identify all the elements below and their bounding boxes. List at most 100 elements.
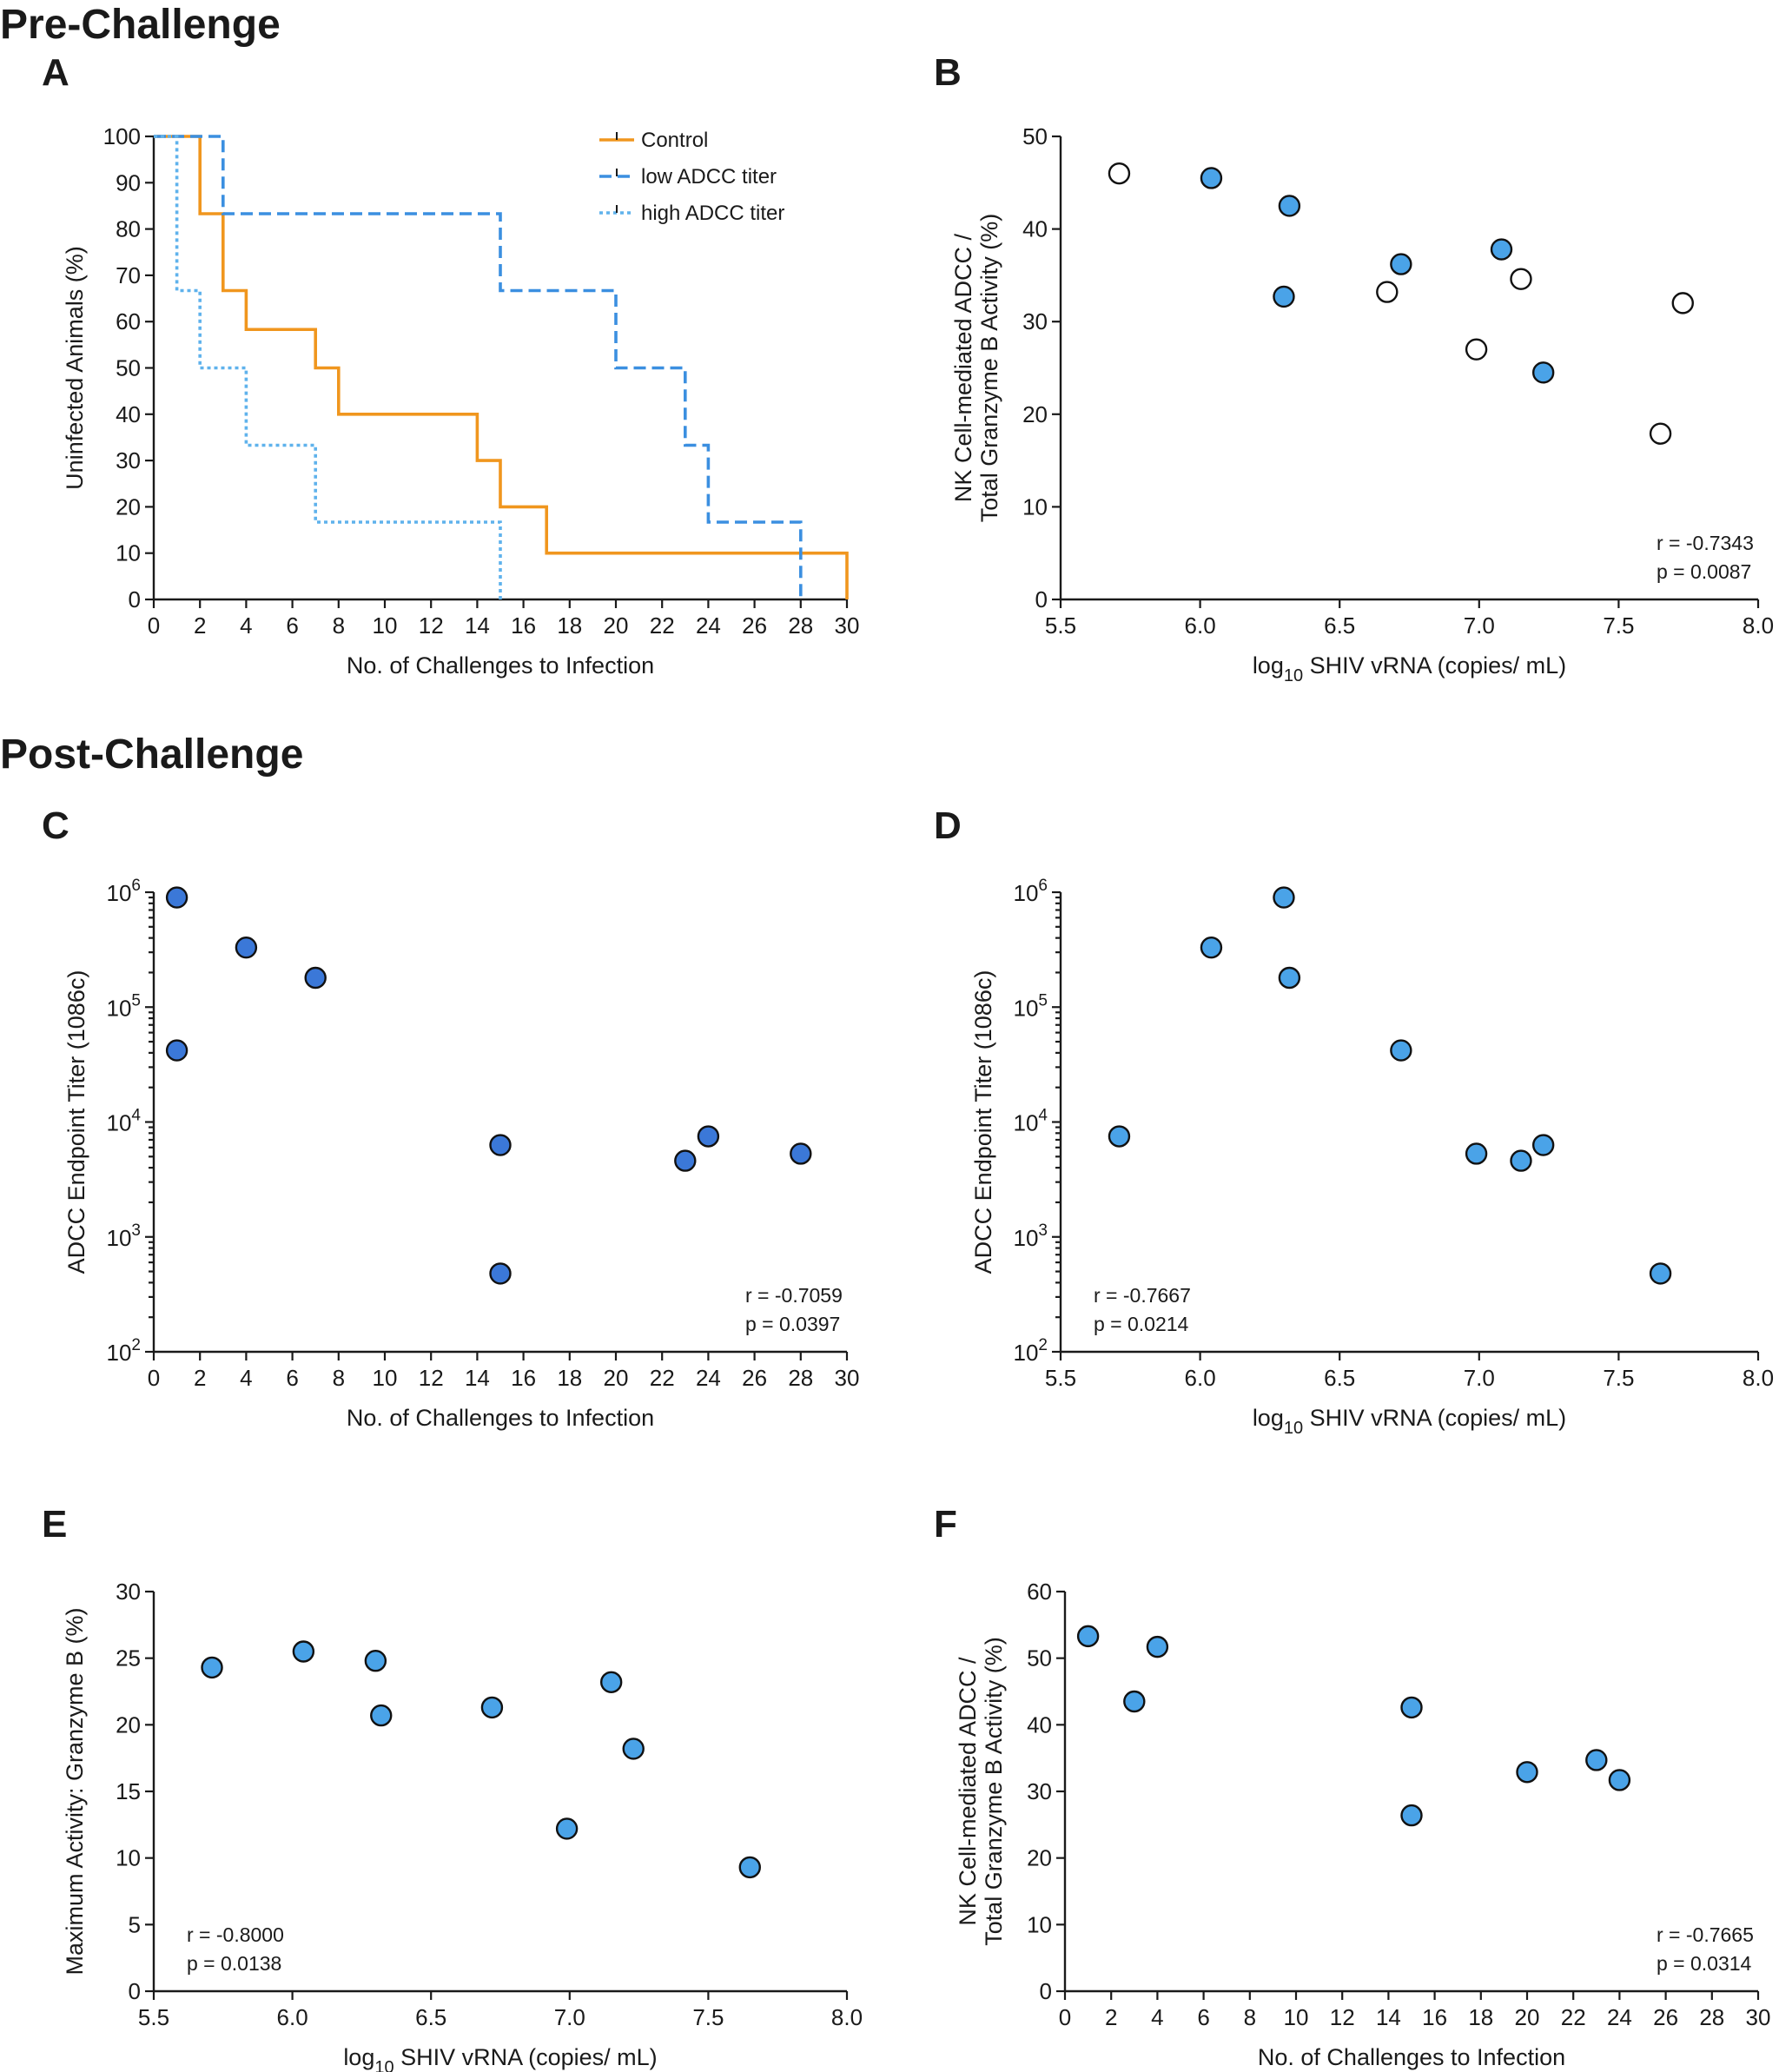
- data-point: [555, 1817, 579, 1840]
- panel-f: F0 2 4 6 8 10 12 14 16 18 20 22 24 26 28 30010203040506…: [934, 1503, 1770, 2070]
- data-point: [1671, 292, 1694, 314]
- x-tick-label: 28: [788, 612, 813, 639]
- x-axis-label: No. of Challenges to Infection: [347, 652, 654, 679]
- data-point: [790, 1142, 812, 1165]
- x-tick-label: 10: [1284, 2004, 1309, 2030]
- data-point: [1108, 162, 1131, 185]
- data-point: [480, 1696, 504, 1719]
- y-tick-label: 80: [116, 216, 141, 242]
- data-point: [1490, 238, 1513, 261]
- x-tick-label: 6.5: [1324, 1365, 1355, 1391]
- y-tick-label: 15: [116, 1778, 141, 1804]
- x-tick-label: 24: [1607, 2004, 1632, 2030]
- y-axis-label: ADCC Endpoint Titer (1086c): [970, 970, 996, 1274]
- panel-a: A0 2 4 6 8 10 12 14 16 18 20 22 24 26 28 30010203040506…: [42, 51, 859, 679]
- data-point: [165, 886, 188, 909]
- y-tick-label: 106: [1014, 877, 1048, 906]
- x-axis-label-log: log: [1253, 652, 1284, 679]
- x-tick-label: 5.5: [1045, 612, 1076, 639]
- panel-c: C0 2 4 6 8 10 12 14 16 18 20 22 24 26 28 30102103104105…: [42, 804, 859, 1431]
- data-point: [1516, 1761, 1538, 1784]
- x-tick-label: 28: [788, 1365, 813, 1391]
- y-tick-label: 60: [1027, 1579, 1052, 1605]
- y-tick-label: 50: [1022, 123, 1048, 149]
- x-tick-label: 7.0: [554, 2004, 585, 2030]
- panel-letter-a: A: [42, 51, 69, 94]
- y-tick-exponent: 3: [1038, 1221, 1048, 1240]
- panel-letter-e: E: [42, 1503, 67, 1546]
- x-tick-label: 12: [1330, 2004, 1355, 2030]
- correlation-r: r = -0.7665: [1657, 1923, 1754, 1946]
- data-point: [1531, 361, 1555, 384]
- x-tick-label: 7.0: [1464, 612, 1495, 639]
- x-tick-label: 8: [333, 1365, 345, 1391]
- y-tick-label: 50: [1027, 1645, 1052, 1672]
- y-tick-label: 0: [129, 586, 141, 612]
- x-tick-label: 7.5: [1603, 612, 1634, 639]
- x-tick-label: 5.5: [138, 2004, 169, 2030]
- y-tick-label: 102: [107, 1336, 142, 1366]
- y-tick-label: 30: [1027, 1778, 1052, 1804]
- y-tick-label: 0: [1035, 586, 1048, 612]
- x-tick-label: 4: [240, 1365, 252, 1391]
- y-tick-base: 10: [1014, 995, 1039, 1021]
- data-point: [292, 1640, 315, 1663]
- y-tick-base: 10: [1014, 880, 1039, 906]
- y-axis-label-line: NK Cell-mediated ADCC /: [955, 1657, 981, 1926]
- y-tick-label: 105: [107, 991, 142, 1021]
- y-axis-label-line: Total Granzyme B Activity (%): [981, 1637, 1007, 1946]
- y-tick-label: 20: [116, 493, 141, 520]
- x-tick-label: 6: [286, 612, 298, 639]
- data-point: [1200, 936, 1223, 959]
- y-tick-exponent: 3: [131, 1221, 141, 1240]
- y-tick-label: 20: [1022, 401, 1048, 427]
- data-point: [622, 1738, 645, 1760]
- x-tick-label: 26: [1653, 2004, 1678, 2030]
- y-tick-label: 0: [129, 1978, 141, 2004]
- data-point: [1108, 1125, 1131, 1148]
- y-tick-label: 105: [1014, 991, 1048, 1021]
- y-tick-base: 10: [1014, 1225, 1039, 1251]
- y-tick-exponent: 5: [1038, 991, 1048, 1010]
- x-tick-label: 30: [835, 1365, 860, 1391]
- y-tick-exponent: 2: [131, 1336, 141, 1354]
- x-tick-label: 8: [1244, 2004, 1256, 2030]
- y-tick-label: 30: [116, 447, 141, 473]
- section-title-post: Post-Challenge: [0, 731, 303, 778]
- y-tick-base: 10: [1014, 1340, 1039, 1366]
- y-tick-label: 104: [1014, 1107, 1048, 1136]
- data-point: [1531, 1134, 1555, 1156]
- y-tick-label: 50: [116, 355, 141, 381]
- y-tick-label: 40: [1022, 216, 1048, 242]
- x-tick-label: 8.0: [1743, 612, 1774, 639]
- y-tick-exponent: 6: [1038, 877, 1048, 895]
- y-axis-label: Uninfected Animals (%): [62, 246, 88, 490]
- x-axis-label-log: log: [343, 2044, 374, 2070]
- x-tick-label: 30: [1746, 2004, 1771, 2030]
- data-point: [674, 1149, 697, 1172]
- x-tick-label: 0: [148, 1365, 160, 1391]
- data-point: [1465, 338, 1488, 361]
- x-tick-label: 7.5: [1603, 1365, 1634, 1391]
- data-point: [304, 966, 327, 990]
- y-tick-label: 10: [116, 1845, 141, 1871]
- data-point: [1649, 1262, 1672, 1285]
- data-point: [1608, 1769, 1631, 1791]
- correlation-r: r = -0.7667: [1094, 1284, 1191, 1307]
- x-tick-label: 8.0: [831, 2004, 863, 2030]
- x-tick-label: 20: [604, 612, 629, 639]
- correlation-r: r = -0.7059: [745, 1284, 843, 1307]
- x-axis-label-subscript: 10: [1284, 1419, 1303, 1438]
- y-tick-label: 104: [107, 1107, 142, 1136]
- x-tick-label: 16: [1422, 2004, 1447, 2030]
- panel-letter-f: F: [934, 1503, 957, 1546]
- y-tick-label: 20: [116, 1711, 141, 1738]
- data-point: [599, 1671, 623, 1693]
- y-tick-label: 10: [1022, 493, 1048, 520]
- x-tick-label: 10: [373, 612, 398, 639]
- y-tick-exponent: 5: [131, 991, 141, 1010]
- x-tick-label: 6.0: [1185, 1365, 1216, 1391]
- data-point: [1465, 1142, 1488, 1165]
